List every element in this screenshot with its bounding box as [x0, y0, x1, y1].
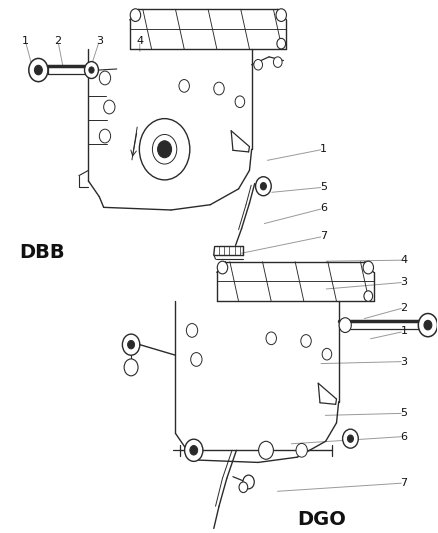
Text: 1: 1: [22, 36, 29, 46]
Circle shape: [363, 261, 374, 274]
Circle shape: [35, 65, 42, 75]
Circle shape: [343, 429, 358, 448]
Text: 6: 6: [320, 204, 327, 213]
Circle shape: [186, 324, 198, 337]
Text: 1: 1: [320, 144, 327, 154]
Circle shape: [254, 60, 262, 70]
Circle shape: [99, 129, 111, 143]
Circle shape: [322, 349, 332, 360]
Text: 5: 5: [320, 182, 327, 192]
Text: 7: 7: [400, 478, 407, 488]
Text: 7: 7: [320, 231, 327, 241]
Circle shape: [127, 341, 134, 349]
Circle shape: [85, 62, 99, 78]
Text: 3: 3: [400, 357, 407, 367]
Text: 4: 4: [400, 255, 407, 265]
Circle shape: [258, 441, 273, 459]
Text: DGO: DGO: [297, 511, 346, 529]
Circle shape: [152, 134, 177, 164]
Circle shape: [139, 119, 190, 180]
Circle shape: [124, 359, 138, 376]
Circle shape: [158, 141, 172, 158]
Circle shape: [130, 9, 141, 21]
Circle shape: [266, 332, 276, 345]
Circle shape: [89, 67, 94, 73]
Circle shape: [424, 320, 432, 330]
Circle shape: [99, 71, 111, 85]
Circle shape: [276, 9, 286, 21]
Circle shape: [239, 482, 248, 492]
Text: 2: 2: [400, 303, 407, 313]
Circle shape: [364, 291, 373, 301]
Circle shape: [104, 100, 115, 114]
Text: 3: 3: [400, 277, 407, 287]
Text: DBB: DBB: [19, 243, 64, 262]
Circle shape: [191, 353, 202, 366]
Circle shape: [296, 443, 307, 457]
Circle shape: [418, 313, 438, 337]
Circle shape: [260, 182, 266, 190]
Text: 2: 2: [54, 36, 61, 46]
Circle shape: [347, 435, 353, 442]
Text: 5: 5: [400, 408, 407, 418]
Circle shape: [185, 439, 203, 462]
Circle shape: [214, 82, 224, 95]
Circle shape: [243, 475, 254, 489]
Circle shape: [255, 177, 271, 196]
Circle shape: [122, 334, 140, 355]
Circle shape: [235, 96, 245, 108]
Circle shape: [29, 59, 48, 82]
Circle shape: [190, 446, 198, 455]
Circle shape: [179, 79, 189, 92]
Text: 6: 6: [400, 432, 407, 441]
Circle shape: [301, 335, 311, 348]
Text: 3: 3: [96, 36, 103, 46]
Circle shape: [217, 261, 228, 274]
Circle shape: [339, 318, 351, 333]
Circle shape: [273, 57, 282, 67]
Text: 1: 1: [400, 326, 407, 336]
Text: 4: 4: [136, 36, 143, 46]
Circle shape: [277, 38, 286, 49]
